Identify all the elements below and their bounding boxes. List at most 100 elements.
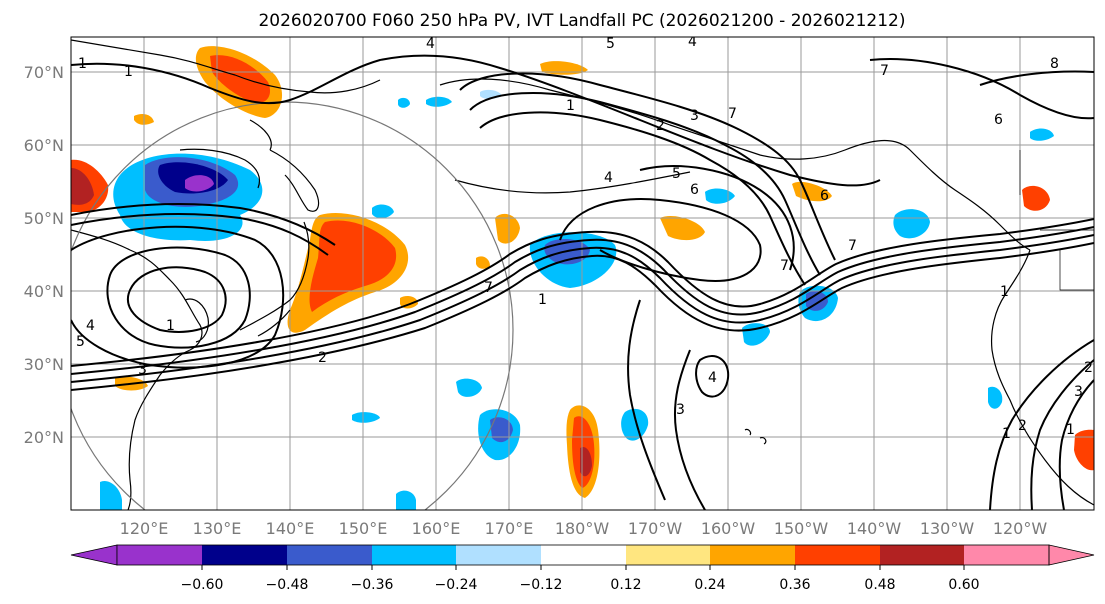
contour-arc-1 xyxy=(559,198,762,282)
colorbar-tick-label: −0.60 xyxy=(181,577,224,593)
lat-label: 50°N xyxy=(24,209,64,228)
shading-neg-small-10 xyxy=(396,490,416,510)
contour-label: 3 xyxy=(1074,384,1083,400)
shading-neg-small-5 xyxy=(352,412,380,423)
contour-jet-2 xyxy=(71,226,1094,375)
map-panel: 4 5 4 7 8 1 2 3 7 6 4 5 6 6 7 7 1 7 1 1 xyxy=(70,34,1095,511)
colorbar-segment xyxy=(626,545,710,565)
colorbar-tick-label: 0.36 xyxy=(779,577,810,593)
contour-west-jet xyxy=(71,203,336,246)
shading-neg-small-8 xyxy=(988,386,1003,409)
contour-label: 4 xyxy=(688,34,697,50)
colorbar-tick-label: 0.48 xyxy=(864,577,895,593)
colorbar-tick-label: −0.24 xyxy=(435,577,478,593)
coast-asia xyxy=(71,229,203,510)
lon-label: 160°E xyxy=(412,519,461,538)
contour-label: 3 xyxy=(138,362,147,378)
coast-aleutians xyxy=(454,171,691,194)
contour-east-2 xyxy=(1030,359,1094,510)
figure-title: 2026020700 F060 250 hPa PV, IVT Landfall… xyxy=(258,11,905,31)
colorbar-extend-low xyxy=(70,544,118,566)
contour-jet-3 xyxy=(71,242,1094,391)
contour-label: 5 xyxy=(672,166,681,182)
contour-label: 8 xyxy=(1050,56,1059,72)
colorbar-tick-label: −0.36 xyxy=(351,577,394,593)
contour-label: 4 xyxy=(708,370,717,386)
shading-pos-west-edge-core xyxy=(71,168,94,205)
lon-label: 150°W xyxy=(774,519,829,538)
contour-east-1 xyxy=(989,339,1094,510)
contour-ne xyxy=(869,58,1094,120)
contour-label: 1 xyxy=(566,98,575,114)
lat-label: 40°N xyxy=(24,282,64,301)
contour-label: 2 xyxy=(1018,418,1027,434)
contour-north-2 xyxy=(459,72,836,261)
shading-pos-small-2 xyxy=(660,215,705,241)
coast-hawaii xyxy=(744,428,767,445)
colorbar-extend-high xyxy=(1048,544,1095,566)
contour-label: 3 xyxy=(690,108,699,124)
coast-siberia-north xyxy=(71,39,381,94)
colorbar-segment xyxy=(795,545,880,565)
lon-label: 180°W xyxy=(555,519,610,538)
shading-neg-small-9 xyxy=(100,480,122,510)
shading-neg-small-13 xyxy=(426,96,452,107)
colorbar: −0.60 −0.48 −0.36 −0.24 −0.12 0.12 0.24 … xyxy=(70,544,1095,593)
contour-label: 1 xyxy=(1066,422,1075,438)
coast-japan xyxy=(239,221,310,337)
lon-label: 130°W xyxy=(920,519,975,538)
contour-arc-2 xyxy=(639,165,795,271)
shading-neg-small-2 xyxy=(893,209,930,239)
contour-label: 1 xyxy=(166,318,175,334)
colorbar-segment xyxy=(456,545,541,565)
contour-label: 6 xyxy=(690,182,699,198)
contour-label: 1 xyxy=(78,56,87,72)
shading-pos-small-9 xyxy=(476,256,490,269)
contour-low-2 xyxy=(106,246,251,349)
contour-label: 3 xyxy=(676,402,685,418)
contour-south-2 xyxy=(673,349,706,510)
contour-label: 7 xyxy=(728,106,737,122)
lon-label: 120°W xyxy=(993,519,1048,538)
colorbar-tick-label: 0.24 xyxy=(694,577,725,593)
lon-label: 150°E xyxy=(339,519,388,538)
contour-south-3 xyxy=(695,355,730,398)
shading-neg-small-6 xyxy=(372,204,394,219)
coast-korea xyxy=(184,298,209,343)
contour-label: 1 xyxy=(538,292,547,308)
colorbar-frame xyxy=(116,544,1050,566)
colorbar-segment xyxy=(372,545,456,565)
lon-label: 140°E xyxy=(266,519,315,538)
shading-pos-small-4 xyxy=(540,61,588,75)
contour-north-3 xyxy=(469,91,821,276)
lon-label: 170°E xyxy=(485,519,534,538)
contour-label: 6 xyxy=(994,112,1003,128)
contour-jet-4 xyxy=(71,218,1094,367)
latitude-labels: 70°N 60°N 50°N 40°N 30°N 20°N xyxy=(24,63,64,447)
contour-label: 7 xyxy=(780,258,789,274)
contour-label: 2 xyxy=(318,350,327,366)
shading-neg-small-4 xyxy=(456,378,482,397)
shading-pos-small-1 xyxy=(495,213,520,244)
contour-label: 6 xyxy=(820,188,829,204)
colorbar-tick-label: 0.12 xyxy=(610,577,641,593)
colorbar-segment xyxy=(710,545,795,565)
colorbar-segment xyxy=(287,545,372,565)
contour-label: 2 xyxy=(656,118,665,134)
lat-label: 60°N xyxy=(24,136,64,155)
shading-neg-small-14 xyxy=(398,97,410,108)
contour-low-3 xyxy=(71,225,285,369)
lon-label: 120°E xyxy=(120,519,169,538)
contour-jet-1 xyxy=(71,234,1094,383)
shading-pos-kamchatka-core xyxy=(210,55,271,103)
shading-neg-hawaii-core xyxy=(490,417,513,443)
contour-label: 7 xyxy=(848,238,857,254)
shading-neg-siberia-peak xyxy=(185,175,214,192)
coast-okhotsk xyxy=(179,148,261,189)
pv-contours xyxy=(71,54,1094,510)
colorbar-segment xyxy=(117,545,202,565)
coast-kamchatka xyxy=(249,119,320,212)
shading-pos-small-6 xyxy=(1074,429,1094,471)
colorbar-tick-label: −0.12 xyxy=(520,577,563,593)
